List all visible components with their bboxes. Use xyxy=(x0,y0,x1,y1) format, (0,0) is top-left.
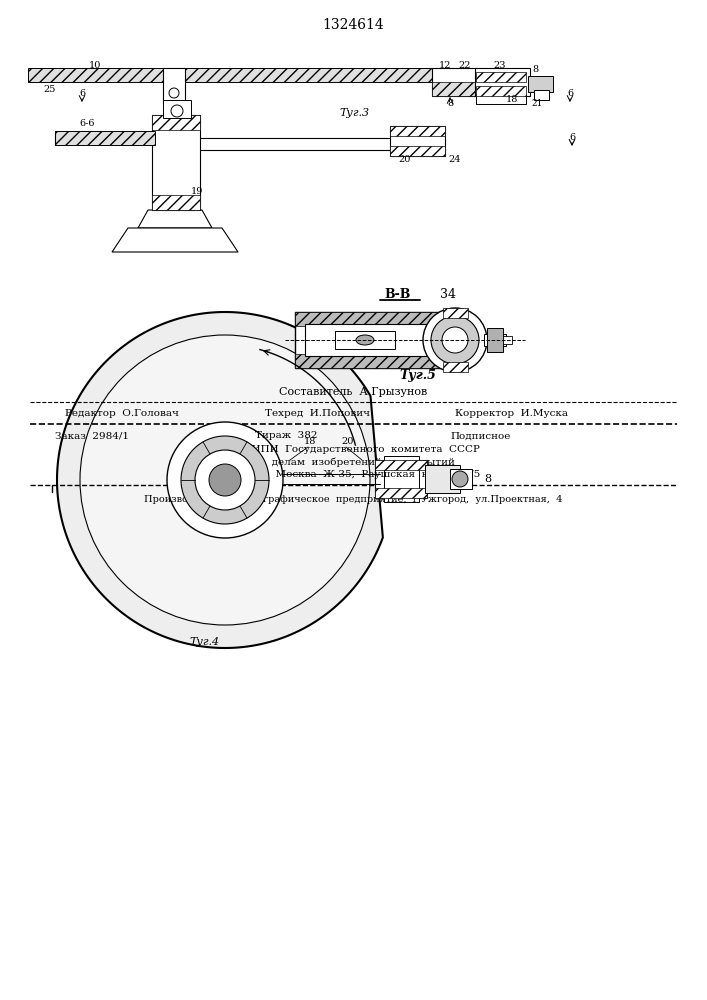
Bar xyxy=(432,82,477,96)
Text: 12: 12 xyxy=(439,62,451,70)
Text: 6-6: 6-6 xyxy=(79,118,95,127)
Circle shape xyxy=(442,327,468,353)
Circle shape xyxy=(167,422,283,538)
Bar xyxy=(295,312,443,368)
Text: 8: 8 xyxy=(447,99,453,107)
Text: 1324614: 1324614 xyxy=(322,18,384,32)
Bar xyxy=(432,68,477,96)
Circle shape xyxy=(431,316,479,364)
Bar xyxy=(390,126,445,156)
Text: 10: 10 xyxy=(89,62,101,70)
Circle shape xyxy=(423,308,487,372)
Bar xyxy=(476,86,526,96)
Bar xyxy=(425,465,460,493)
Text: 20: 20 xyxy=(341,438,354,446)
Circle shape xyxy=(452,471,468,487)
Circle shape xyxy=(171,105,183,117)
Bar xyxy=(375,460,427,470)
Bar xyxy=(375,460,427,498)
Bar xyxy=(163,68,185,104)
Bar xyxy=(384,456,419,502)
Bar xyxy=(335,331,395,349)
Bar xyxy=(305,324,433,356)
Circle shape xyxy=(80,335,370,625)
Text: 22: 22 xyxy=(459,62,472,70)
Ellipse shape xyxy=(356,335,374,345)
Circle shape xyxy=(209,464,241,496)
Bar xyxy=(152,115,200,210)
Text: 19: 19 xyxy=(191,188,203,196)
Text: 25: 25 xyxy=(44,85,56,94)
Bar xyxy=(152,115,200,130)
Polygon shape xyxy=(112,228,238,252)
Bar xyxy=(152,195,200,210)
Bar xyxy=(503,336,512,344)
Text: 18: 18 xyxy=(506,95,518,104)
Text: Редактор  О.Головач: Редактор О.Головач xyxy=(65,410,179,418)
Text: 24: 24 xyxy=(449,155,461,164)
Text: 8: 8 xyxy=(484,474,491,484)
Text: Составитель  А.Грызунов: Составитель А.Грызунов xyxy=(279,387,427,397)
Bar xyxy=(443,362,468,372)
Text: Заказ  2984/1: Заказ 2984/1 xyxy=(55,432,129,440)
Text: 18: 18 xyxy=(304,438,316,446)
Bar xyxy=(484,334,506,346)
Text: 34: 34 xyxy=(440,288,456,302)
Bar xyxy=(295,354,443,368)
Circle shape xyxy=(169,88,179,98)
Bar xyxy=(528,76,553,92)
Text: 6: 6 xyxy=(79,90,85,99)
Bar xyxy=(534,90,549,100)
Circle shape xyxy=(181,436,269,524)
Text: 113035,  Москва  Ж-35,  Раушская  наб.,  д.4/5: 113035, Москва Ж-35, Раушская наб., д.4/… xyxy=(226,469,480,479)
Text: Подписное: Подписное xyxy=(450,432,510,440)
Bar xyxy=(432,68,477,82)
Bar xyxy=(475,68,530,96)
Bar xyxy=(450,469,472,489)
Bar xyxy=(168,100,181,110)
Text: Тираж  382: Тираж 382 xyxy=(255,432,317,440)
Text: по  делам  изобретений  и  открытий: по делам изобретений и открытий xyxy=(252,457,455,467)
Polygon shape xyxy=(57,312,383,648)
Bar xyxy=(487,328,503,352)
Bar xyxy=(163,100,191,118)
Circle shape xyxy=(195,450,255,510)
Text: 6: 6 xyxy=(567,90,573,99)
Bar xyxy=(295,312,443,326)
Polygon shape xyxy=(138,210,212,228)
Text: Корректор  И.Муска: Корректор И.Муска xyxy=(455,410,568,418)
Text: 8: 8 xyxy=(532,66,538,75)
Bar xyxy=(443,308,468,318)
Text: ВНИИПИ  Государственного  комитета  СССР: ВНИИПИ Государственного комитета СССР xyxy=(226,446,480,454)
Text: В-В: В-В xyxy=(385,288,411,302)
Bar xyxy=(390,126,445,136)
Text: 21: 21 xyxy=(532,99,543,107)
Bar xyxy=(390,146,445,156)
Text: Τуг.4: Τуг.4 xyxy=(190,637,220,647)
Bar xyxy=(476,72,526,82)
Text: 23: 23 xyxy=(493,62,506,70)
Text: Τуг.5: Τуг.5 xyxy=(399,368,436,381)
Text: Производственно-полиграфическое  предприятие,  г.Ужгород,  ул.Проектная,  4: Производственно-полиграфическое предприя… xyxy=(144,495,562,504)
Text: Τуг.3: Τуг.3 xyxy=(340,108,370,118)
Bar xyxy=(55,131,155,145)
Text: 6: 6 xyxy=(569,133,575,142)
Bar xyxy=(183,68,483,82)
Text: Техред  И.Попович: Техред И.Попович xyxy=(265,410,370,418)
Bar xyxy=(476,94,526,104)
Text: 20: 20 xyxy=(399,155,411,164)
Bar xyxy=(28,68,183,82)
Bar xyxy=(375,488,427,498)
